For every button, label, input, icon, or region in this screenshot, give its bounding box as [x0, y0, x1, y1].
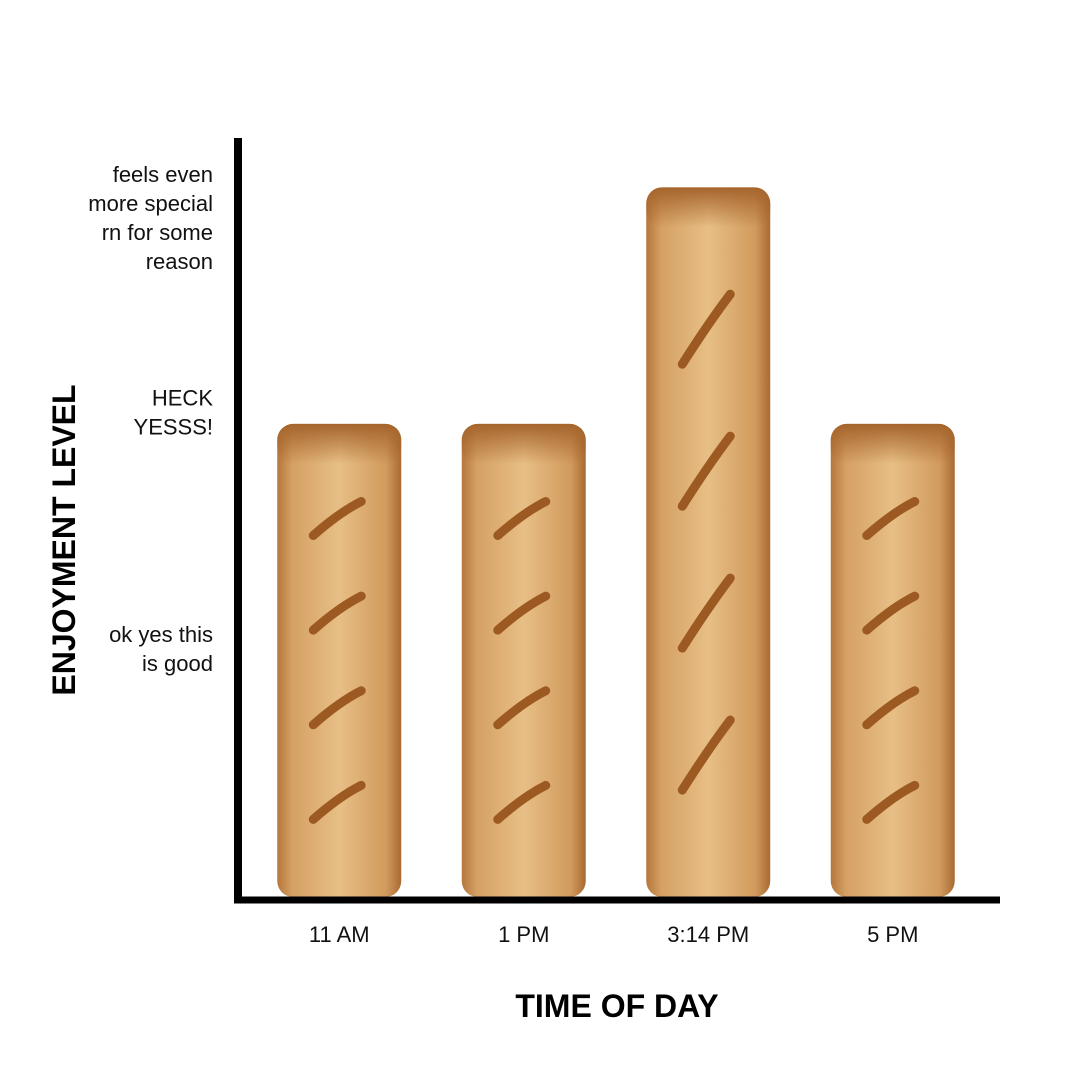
y-axis-title: ENJOYMENT LEVEL — [46, 384, 82, 695]
bar-5-pm — [830, 423, 955, 897]
bar-11-am — [277, 423, 402, 897]
x-axis-title: TIME OF DAY — [515, 988, 718, 1024]
bar-3-14-pm — [646, 187, 771, 897]
y-tick-label: ok yes this is good — [109, 622, 213, 676]
bar-1-pm — [461, 423, 586, 897]
y-tick-label: feels even more special rn for some reason — [88, 162, 213, 274]
y-axis-ticks: ok yes this is good HECK YESSS! feels even mo… — [88, 162, 213, 676]
x-tick-label: 5 PM — [867, 922, 918, 947]
bars — [277, 187, 955, 897]
x-tick-label: 3:14 PM — [667, 922, 749, 947]
x-axis-ticks: 11 AM 1 PM 3:14 PM 5 PM — [309, 922, 919, 947]
x-tick-label: 1 PM — [498, 922, 549, 947]
x-tick-label: 11 AM — [309, 922, 370, 947]
y-tick-label: HECK YESSS! — [134, 385, 214, 439]
